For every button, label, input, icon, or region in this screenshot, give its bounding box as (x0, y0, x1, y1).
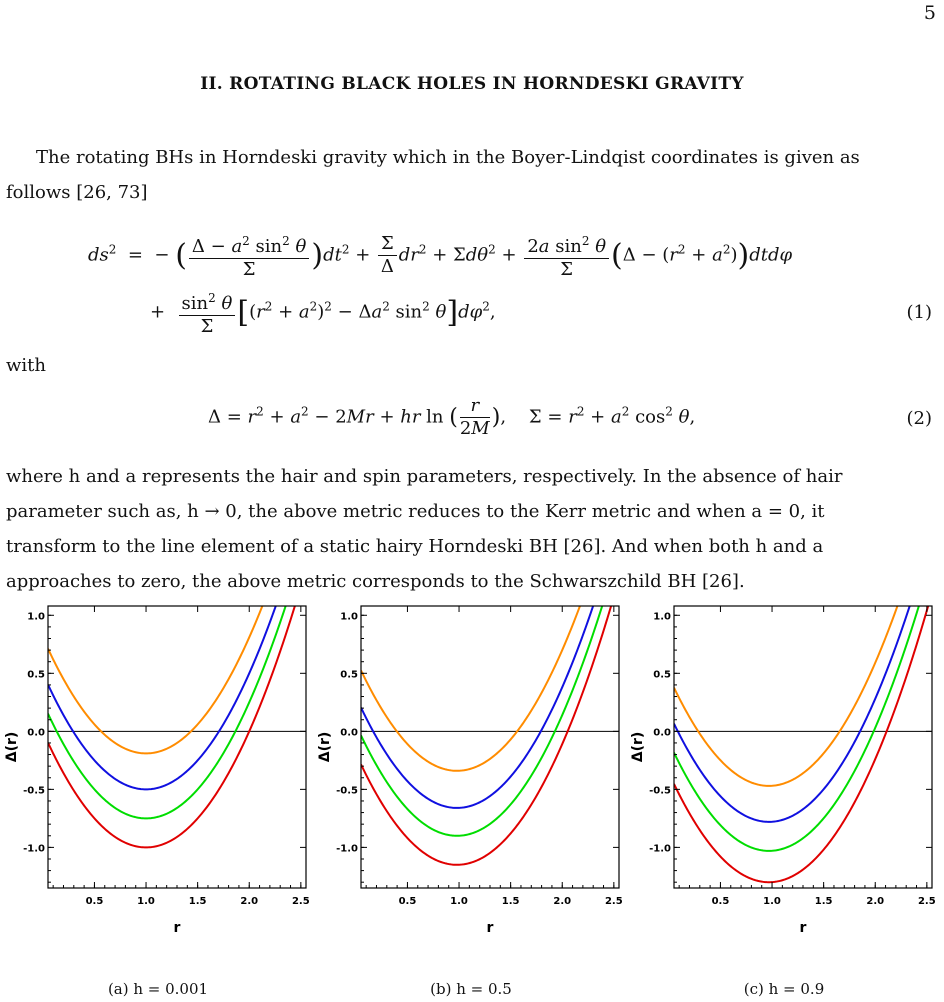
y-tick-label: 0.5 (653, 669, 671, 680)
y-tick-label: 0.0 (340, 727, 358, 738)
body-line-2: parameter such as, h → 0, the above metr… (6, 501, 825, 522)
x-tick-label: 1.5 (189, 896, 207, 907)
body-line-1: where h and a represents the hair and sp… (6, 466, 843, 487)
x-axis-label: r (487, 920, 494, 936)
y-tick-label: 0.0 (27, 727, 45, 738)
equation-2-number: (2) (906, 408, 933, 429)
with-text: with (6, 355, 46, 376)
y-tick-label: -0.5 (649, 785, 671, 796)
y-axis-label: Δ(r) (4, 732, 20, 763)
equation-1-number: (1) (906, 302, 933, 323)
curves (674, 606, 930, 884)
y-tick-label: -0.5 (336, 785, 358, 796)
series-line-0 (674, 606, 899, 787)
caption-a: (a) h = 0.001 (107, 980, 209, 998)
plot-frame (360, 605, 620, 889)
series-line-0 (48, 606, 264, 755)
y-tick-label: 0.5 (340, 669, 358, 680)
x-tick-label: 2.5 (292, 896, 310, 907)
caption-b: (b) h = 0.5 (430, 980, 512, 998)
y-axis-label: Δ(r) (317, 732, 333, 763)
y-tick-label: 0.0 (653, 727, 671, 738)
intro-line-1: The rotating BHs in Horndeski gravity wh… (36, 147, 860, 168)
x-tick-label: 1.0 (763, 896, 781, 907)
body-line-4: approaches to zero, the above metric cor… (6, 571, 745, 592)
x-axis-label: r (800, 920, 807, 936)
series-line-1 (48, 606, 277, 791)
x-tick-label: 1.0 (450, 896, 468, 907)
x-tick-label: 0.5 (86, 896, 104, 907)
section-title: II. ROTATING BLACK HOLES IN HORNDESKI GR… (200, 74, 744, 94)
y-tick-label: 1.0 (653, 611, 671, 622)
x-tick-label: 1.5 (815, 896, 833, 907)
series-line-1 (674, 606, 911, 823)
x-tick-label: 0.5 (712, 896, 730, 907)
x-tick-label: 2.5 (605, 896, 623, 907)
x-axis-label: r (174, 920, 181, 936)
plot-frame (673, 605, 933, 889)
x-tick-label: 2.0 (553, 896, 571, 907)
x-tick-label: 1.5 (502, 896, 520, 907)
series-line-2 (361, 606, 604, 837)
curves (361, 606, 613, 866)
y-tick-label: 1.0 (27, 611, 45, 622)
body-line-3: transform to the line element of a stati… (6, 536, 824, 557)
x-tick-label: 2.5 (918, 896, 936, 907)
equation-1-line-2: + sin2 θ Σ [(r2 + a2)2 − Δa2 sin2 θ]dφ2, (150, 287, 496, 338)
series-line-0 (361, 606, 582, 772)
y-axis-label: Δ(r) (630, 732, 646, 763)
intro-paragraph: The rotating BHs in Horndeski gravity wh… (6, 140, 931, 210)
series-line-3 (48, 606, 296, 849)
y-tick-label: 0.5 (27, 669, 45, 680)
chart-c: 0.5 1.0 1.5 2.0 2.5 1.0 0.5 0.0 -0.5 -1.0 r Δ(r) (630, 605, 936, 936)
series-line-2 (674, 606, 920, 852)
series-line-1 (361, 606, 595, 809)
series-line-3 (674, 606, 930, 884)
equation-2: Δ = r2 + a2 − 2Mr + hr ln (r 2M), Σ = r2 … (208, 395, 696, 439)
series-line-2 (48, 606, 287, 820)
chart-b: 0.5 1.0 1.5 2.0 2.5 1.0 0.5 0.0 -0.5 -1.0 r Δ(r) (317, 605, 623, 936)
curves (48, 606, 296, 849)
chart-a: 0.5 1.0 1.5 2.0 2.5 1.0 0.5 0.0 -0.5 -1.0 r Δ(r) (4, 605, 310, 936)
caption-c: (c) h = 0.9 (743, 980, 825, 998)
series-line-3 (361, 606, 613, 866)
body-paragraph: where h and a represents the hair and sp… (6, 459, 931, 599)
plot-frame (47, 605, 307, 889)
x-tick-label: 1.0 (137, 896, 155, 907)
y-tick-label: 1.0 (340, 611, 358, 622)
y-tick-label: -0.5 (23, 785, 45, 796)
y-tick-label: -1.0 (336, 843, 358, 854)
intro-line-2: follows [26, 73] (6, 182, 148, 203)
y-tick-label: -1.0 (649, 843, 671, 854)
page-number: 5 (923, 2, 936, 24)
x-tick-label: 2.0 (866, 896, 884, 907)
y-tick-label: -1.0 (23, 843, 45, 854)
x-tick-label: 2.0 (240, 896, 258, 907)
x-tick-label: 0.5 (399, 896, 417, 907)
